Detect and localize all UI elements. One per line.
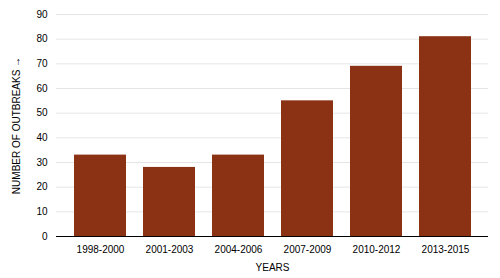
svg-text:20: 20 (36, 181, 48, 192)
svg-text:2007-2009: 2007-2009 (284, 244, 332, 255)
svg-text:2010-2012: 2010-2012 (353, 244, 401, 255)
svg-text:2001-2003: 2001-2003 (146, 244, 194, 255)
svg-text:NUMBER OF OUTBREAKS →: NUMBER OF OUTBREAKS → (11, 57, 22, 194)
svg-text:90: 90 (36, 9, 48, 20)
svg-text:YEARS: YEARS (256, 262, 290, 273)
svg-text:50: 50 (36, 107, 48, 118)
svg-text:1998-2000: 1998-2000 (77, 244, 125, 255)
svg-text:30: 30 (36, 157, 48, 168)
svg-text:40: 40 (36, 132, 48, 143)
svg-text:10: 10 (36, 206, 48, 217)
svg-text:70: 70 (36, 58, 48, 69)
svg-text:2004-2006: 2004-2006 (215, 244, 263, 255)
svg-text:80: 80 (36, 33, 48, 44)
svg-text:60: 60 (36, 83, 48, 94)
svg-text:0: 0 (42, 231, 48, 242)
svg-text:2013-2015: 2013-2015 (422, 244, 470, 255)
